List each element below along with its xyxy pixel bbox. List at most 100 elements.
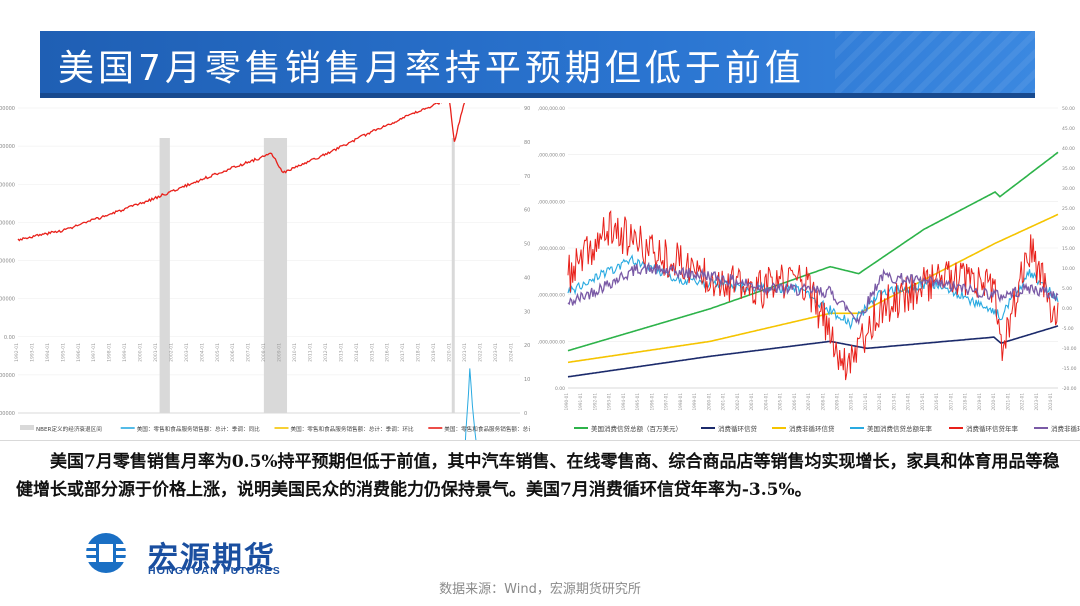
- x-tick-label: 2022-01: [1020, 393, 1025, 411]
- legend-label: 消费循环信贷: [718, 424, 758, 433]
- legend-label: 消费非循环信贷: [789, 424, 835, 433]
- right-tick-label: 90.00: [524, 106, 530, 112]
- right-tick-label: -10.00: [1062, 346, 1077, 352]
- right-tick-label: 30.00: [1062, 186, 1075, 192]
- left-tick-label: 100000: [0, 297, 15, 303]
- x-tick-label: 1994-01: [45, 343, 51, 362]
- right-tick-label: 5.00: [1062, 286, 1072, 292]
- x-tick-label: 2012-01: [323, 343, 329, 362]
- x-tick-label: 1997-01: [664, 393, 669, 411]
- right-tick-label: 45.00: [1062, 126, 1075, 132]
- left-tick-label: 0.00: [555, 386, 565, 392]
- hongyuan-logo-icon: [86, 533, 126, 573]
- right-tick-label: 50.00: [1062, 106, 1075, 112]
- x-tick-label: 1996-01: [649, 393, 654, 411]
- left-tick-label: 6,000,000.00: [538, 106, 565, 112]
- x-tick-label: 2018-01: [963, 393, 968, 411]
- legend-label: NBER定义的经济衰退区间: [36, 425, 102, 433]
- left-tick-label: 4,000,000.00: [538, 199, 565, 205]
- legend-label: 美国消费信贷总额年率: [867, 424, 933, 433]
- right-tick-label: -20.00: [1062, 386, 1077, 392]
- x-tick-label: 2005-01: [778, 393, 783, 411]
- x-tick-label: 1990-01: [564, 393, 569, 411]
- x-tick-label: 2002-01: [168, 343, 174, 362]
- legend-label: 美国：零售和食品服务销售额：总计：季调: [444, 425, 530, 433]
- x-tick-label: 2003-01: [184, 343, 190, 362]
- chart-axes: 6,000,000.00 5,000,000.00 4,000,000.00 3,00…: [535, 106, 1077, 392]
- x-tick-label: 2008-01: [820, 393, 825, 411]
- data-source: 数据来源：Wind，宏源期货研究所: [439, 582, 641, 597]
- x-tick-label: 1995-01: [60, 343, 66, 362]
- right-tick-label: -15.00: [1062, 366, 1077, 372]
- x-tick-label: 1994-01: [621, 393, 626, 411]
- x-tick-label: 2022-01: [477, 343, 483, 362]
- consumer-credit-chart: 6,000,000.00 5,000,000.00 4,000,000.00 3,00…: [535, 106, 1080, 433]
- right-tick-label: -5.00: [1062, 326, 1074, 332]
- right-tick-label: 0: [524, 411, 527, 417]
- divider: [0, 440, 1080, 441]
- x-tick-label: 2014-01: [906, 393, 911, 411]
- x-tick-label: 2021-01: [462, 343, 468, 362]
- x-tick-label: 2021-01: [1005, 393, 1010, 411]
- right-tick-label: 35.00: [1062, 166, 1075, 172]
- legend-label: 消费非循环信贷年率: [1051, 424, 1080, 433]
- x-tick-label: 1996-01: [76, 343, 82, 362]
- left-tick-label: 0.00: [4, 335, 15, 341]
- right-tick-label: 40.00: [524, 275, 530, 281]
- x-tick-label: 2009-01: [277, 343, 283, 362]
- right-tick-label: 10.00: [524, 377, 530, 383]
- right-tick-label: 60.00: [524, 208, 530, 214]
- x-tick-label: 2012-01: [877, 393, 882, 411]
- x-tick-label: 1998-01: [678, 393, 683, 411]
- x-tick-label: 2013-01: [338, 343, 344, 362]
- logo-text-cn: 宏源期货: [148, 541, 276, 576]
- x-tick-label: 2024-01: [1048, 393, 1053, 411]
- x-tick-label: 2014-01: [354, 343, 360, 362]
- x-tick-label: 2006-01: [792, 393, 797, 411]
- x-tick-label: 2024-01: [508, 343, 514, 362]
- recession-band: [159, 138, 170, 413]
- x-tick-label: 2019-01: [431, 343, 437, 362]
- right-tick-label: 25.00: [1062, 206, 1075, 212]
- right-tick-label: 30.00: [524, 309, 530, 315]
- x-tick-label: 2007-01: [246, 343, 252, 362]
- x-tick-label: 2016-01: [385, 343, 391, 362]
- series-line-2: [567, 213, 1059, 364]
- recession-band: [451, 138, 455, 413]
- x-tick-label: 2000-01: [706, 393, 711, 411]
- title-decoration: [835, 31, 1035, 98]
- x-tick-label: 1999-01: [692, 393, 697, 411]
- right-tick-label: 50.00: [524, 242, 530, 248]
- legend-label: 消费循环信贷年率: [966, 424, 1019, 433]
- right-tick-label: 20.00: [524, 343, 530, 349]
- series-line-1: [567, 325, 1059, 378]
- series-line-5: [567, 261, 1059, 326]
- x-tick-label: 2010-01: [292, 343, 298, 362]
- x-tick-label: 1999-01: [122, 343, 128, 362]
- summary-text: 美国7月零售销售月率为0.5%持平预期但低于前值，其中汽车销售、在线零售商、综合…: [16, 452, 1060, 500]
- chart-legend: 美国消费信贷总额（百万美元） 消费循环信贷 消费非循环信贷 美国消费信贷总额年率 消费循…: [574, 424, 1080, 433]
- x-tick-label: 1993-01: [29, 343, 35, 362]
- right-tick-label: 0.00: [1062, 306, 1072, 312]
- x-tick-label: 1992-01: [592, 393, 597, 411]
- left-tick-label: 600000: [0, 106, 15, 112]
- page-title: 美国7月零售销售月率持平预期但低于前值: [58, 48, 805, 89]
- right-tick-label: 10.00: [1062, 266, 1075, 272]
- x-tick-label: 1997-01: [91, 343, 97, 362]
- x-tick-label: 2000-01: [138, 343, 144, 362]
- left-tick-label: 2,000,000.00: [538, 293, 565, 299]
- x-tick-label: 1993-01: [607, 393, 612, 411]
- x-tick-label: 2020-01: [446, 343, 452, 362]
- x-tick-label: 2011-01: [307, 343, 313, 362]
- x-tick-label: 2005-01: [215, 343, 221, 362]
- x-tick-labels: 1990-01 1991-01 1992-01 1993-01 1994-01 1995-…: [564, 393, 1053, 411]
- series-line-level: [17, 61, 521, 242]
- x-tick-label: 2001-01: [721, 393, 726, 411]
- right-tick-label: 80.00: [524, 140, 530, 146]
- x-tick-label: 2017-01: [948, 393, 953, 411]
- x-tick-label: 2003-01: [749, 393, 754, 411]
- legend-swatch: [20, 425, 34, 430]
- x-tick-label: 2006-01: [230, 343, 236, 362]
- legend-label: 美国消费信贷总额（百万美元）: [591, 424, 682, 433]
- series-line-0: [567, 151, 1059, 352]
